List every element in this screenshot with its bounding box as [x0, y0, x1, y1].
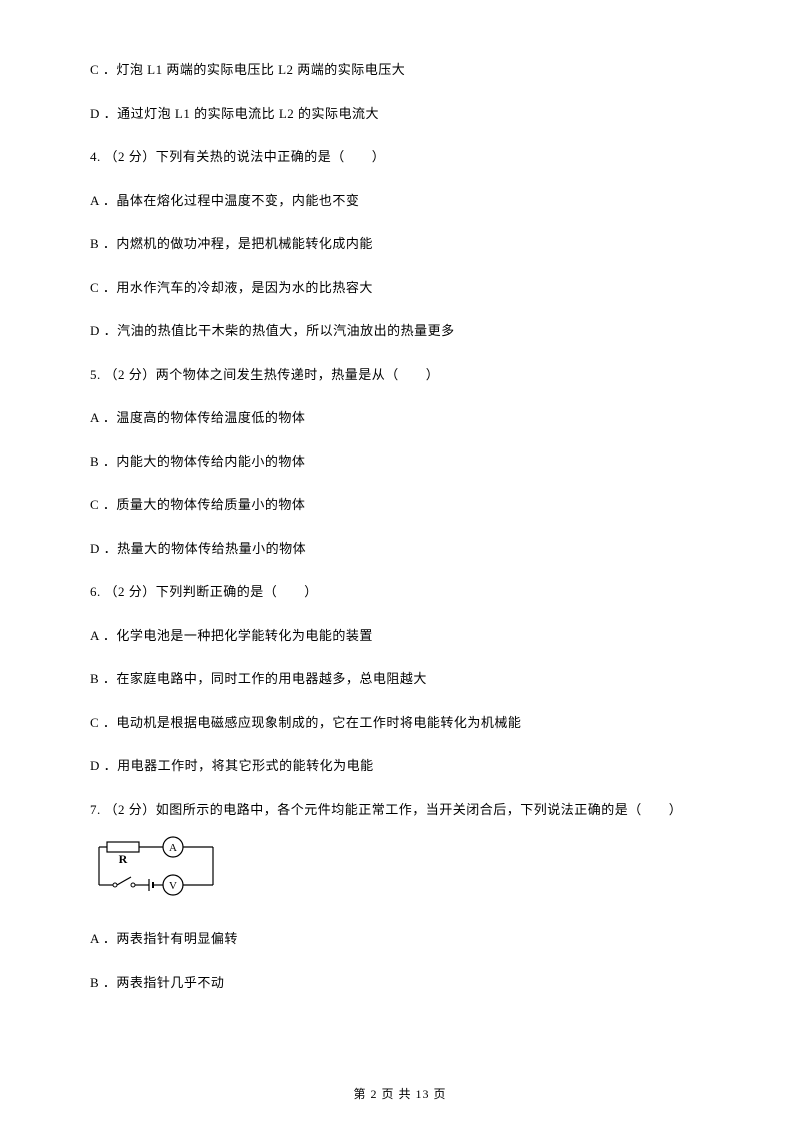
option-c: C ．灯泡 L1 两端的实际电压比 L2 两端的实际电压大 [90, 60, 710, 80]
question-6: 6. （2 分）下列判断正确的是（ ） [90, 582, 710, 602]
circuit-svg: A R V [95, 835, 225, 900]
q4-option-b: B ．内燃机的做功冲程，是把机械能转化成内能 [90, 234, 710, 254]
q4-option-a: A ．晶体在熔化过程中温度不变，内能也不变 [90, 191, 710, 211]
question-4: 4. （2 分）下列有关热的说法中正确的是（ ） [90, 147, 710, 167]
q5-option-c: C ．质量大的物体传给质量小的物体 [90, 495, 710, 515]
q4-option-c: C ．用水作汽车的冷却液，是因为水的比热容大 [90, 278, 710, 298]
q5-option-d: D ．热量大的物体传给热量小的物体 [90, 539, 710, 559]
page-number: 第 2 页 共 13 页 [353, 1087, 446, 1101]
q6-option-c: C ．电动机是根据电磁感应现象制成的，它在工作时将电能转化为机械能 [90, 713, 710, 733]
document-content: C ．灯泡 L1 两端的实际电压比 L2 两端的实际电压大 D ．通过灯泡 L1… [0, 0, 800, 1056]
circuit-diagram: A R V [95, 835, 710, 905]
q7-option-b: B ．两表指针几乎不动 [90, 973, 710, 993]
option-d: D ．通过灯泡 L1 的实际电流比 L2 的实际电流大 [90, 104, 710, 124]
q5-option-a: A ．温度高的物体传给温度低的物体 [90, 408, 710, 428]
q4-option-d: D ．汽油的热值比干木柴的热值大，所以汽油放出的热量更多 [90, 321, 710, 341]
resistor-label: R [119, 852, 128, 866]
q6-option-d: D ．用电器工作时，将其它形式的能转化为电能 [90, 756, 710, 776]
q6-option-b: B ．在家庭电路中，同时工作的用电器越多，总电阻越大 [90, 669, 710, 689]
question-7: 7. （2 分）如图所示的电路中，各个元件均能正常工作，当开关闭合后，下列说法正… [90, 800, 710, 820]
ammeter-label: A [169, 842, 177, 854]
q6-option-a: A ．化学电池是一种把化学能转化为电能的装置 [90, 626, 710, 646]
page-footer: 第 2 页 共 13 页 [0, 1085, 800, 1102]
voltmeter-label: V [169, 880, 177, 892]
q7-option-a: A ．两表指针有明显偏转 [90, 929, 710, 949]
q5-option-b: B ．内能大的物体传给内能小的物体 [90, 452, 710, 472]
question-5: 5. （2 分）两个物体之间发生热传递时，热量是从（ ） [90, 365, 710, 385]
